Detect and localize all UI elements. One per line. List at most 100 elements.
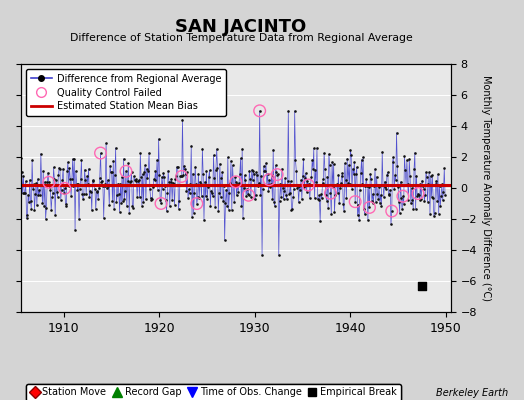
- Point: [365, 204, 374, 211]
- Point: [384, 169, 392, 176]
- Point: [225, 190, 234, 196]
- Point: [438, 181, 446, 188]
- Point: [144, 168, 152, 174]
- Point: [238, 146, 246, 152]
- Point: [435, 183, 444, 190]
- Point: [394, 184, 402, 190]
- Point: [379, 182, 387, 188]
- Point: [173, 164, 182, 170]
- Point: [143, 175, 151, 181]
- Point: [136, 150, 145, 156]
- Point: [89, 178, 97, 184]
- Point: [330, 161, 338, 167]
- Point: [326, 190, 335, 196]
- Point: [211, 204, 220, 210]
- Point: [260, 168, 269, 174]
- Point: [411, 206, 420, 212]
- Point: [416, 197, 424, 203]
- Point: [160, 174, 168, 180]
- Point: [169, 179, 177, 186]
- Point: [133, 194, 141, 200]
- Point: [256, 108, 264, 114]
- Point: [171, 176, 180, 182]
- Point: [371, 166, 379, 172]
- Point: [352, 170, 360, 177]
- Point: [117, 200, 125, 206]
- Point: [328, 159, 336, 165]
- Point: [108, 198, 117, 204]
- Point: [166, 179, 174, 186]
- Point: [244, 192, 253, 198]
- Point: [47, 207, 56, 214]
- Point: [250, 196, 259, 202]
- Point: [148, 196, 157, 202]
- Point: [228, 162, 237, 168]
- Point: [29, 181, 38, 187]
- Point: [402, 157, 411, 163]
- Point: [28, 157, 36, 164]
- Point: [258, 252, 266, 258]
- Point: [316, 191, 325, 197]
- Point: [72, 180, 81, 187]
- Point: [345, 162, 353, 168]
- Point: [409, 206, 418, 212]
- Point: [369, 200, 378, 206]
- Point: [92, 206, 100, 212]
- Point: [375, 184, 383, 190]
- Point: [322, 192, 330, 198]
- Point: [34, 176, 42, 182]
- Point: [25, 199, 33, 206]
- Point: [215, 190, 223, 197]
- Point: [104, 183, 113, 189]
- Point: [407, 200, 415, 206]
- Point: [72, 168, 80, 174]
- Point: [302, 170, 310, 177]
- Point: [332, 182, 340, 188]
- Point: [329, 184, 337, 190]
- Point: [66, 165, 74, 171]
- Point: [239, 184, 248, 191]
- Point: [80, 166, 89, 173]
- Point: [305, 180, 313, 187]
- Point: [343, 156, 352, 162]
- Point: [340, 208, 348, 214]
- Point: [356, 187, 364, 193]
- Point: [304, 182, 312, 188]
- Point: [436, 203, 444, 209]
- Point: [75, 216, 83, 222]
- Point: [325, 151, 333, 157]
- Point: [123, 203, 131, 209]
- Point: [166, 203, 174, 210]
- Point: [422, 169, 430, 176]
- Point: [174, 206, 183, 212]
- Point: [218, 169, 226, 175]
- Point: [161, 183, 169, 190]
- Point: [216, 160, 224, 167]
- Point: [263, 182, 271, 188]
- Point: [40, 203, 48, 209]
- Point: [32, 180, 40, 186]
- Point: [391, 177, 400, 183]
- Point: [342, 195, 351, 201]
- Point: [208, 190, 216, 196]
- Point: [83, 173, 91, 180]
- Point: [356, 170, 365, 176]
- Point: [392, 130, 401, 136]
- Point: [139, 199, 148, 205]
- Point: [320, 150, 329, 156]
- Point: [193, 200, 201, 207]
- Point: [233, 181, 242, 187]
- Point: [342, 176, 350, 183]
- Point: [391, 172, 399, 178]
- Point: [419, 183, 427, 189]
- Point: [150, 176, 158, 182]
- Point: [63, 168, 71, 174]
- Point: [386, 187, 395, 193]
- Point: [68, 176, 76, 182]
- Point: [400, 153, 409, 160]
- Point: [204, 184, 212, 190]
- Point: [256, 108, 264, 114]
- Point: [239, 215, 247, 222]
- Point: [278, 165, 286, 172]
- Point: [282, 196, 291, 202]
